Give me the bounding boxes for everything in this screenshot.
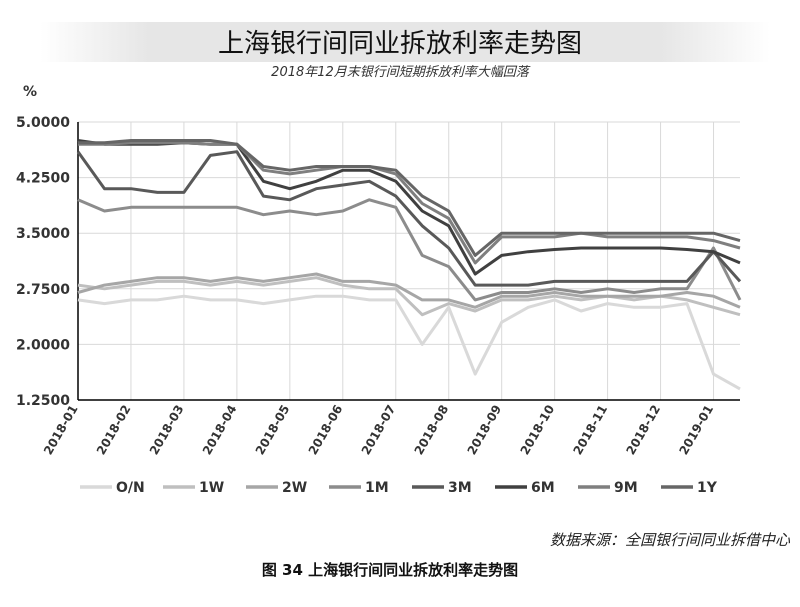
- legend-label: 1M: [365, 480, 389, 496]
- x-tick-label: 2018-03: [147, 403, 187, 458]
- x-tick-label: 2018-05: [253, 403, 293, 458]
- y-tick-label: 3.5000: [16, 226, 70, 242]
- legend-label: 1W: [199, 480, 224, 496]
- series-line: [77, 198, 742, 302]
- legend-label: 6M: [531, 480, 555, 496]
- figure-caption: 图 34 上海银行间同业拆放利率走势图: [262, 561, 518, 579]
- chart-subtitle: 2018年12月末银行间短期拆放利率大幅回落: [271, 64, 531, 80]
- title-band: [40, 22, 770, 62]
- legend-label: 2W: [282, 480, 307, 496]
- y-tick-label: 2.7500: [16, 282, 70, 298]
- series-line: [77, 276, 741, 317]
- series-line: [76, 150, 742, 287]
- x-tick-label: 2019-01: [676, 403, 716, 458]
- series-line: [78, 139, 741, 257]
- y-tick-label: 4.2500: [16, 171, 70, 187]
- x-tick-label: 2018-04: [200, 403, 240, 458]
- source-note: 数据来源：全国银行间同业拆借中心: [550, 531, 791, 549]
- x-tick-label: 2018-07: [359, 403, 399, 458]
- series-line: [78, 141, 741, 265]
- legend-label: 1Y: [697, 480, 718, 496]
- x-tick-label: 2018-11: [571, 403, 611, 458]
- y-axis-label: %: [23, 84, 37, 100]
- y-tick-label: 2.0000: [16, 337, 70, 353]
- x-tick-label: 2018-06: [306, 403, 346, 458]
- series-line: [77, 294, 741, 391]
- x-tick-label: 2018-12: [623, 403, 663, 458]
- chart-title: 上海银行间同业拆放利率走势图: [218, 29, 582, 59]
- x-tick-label: 2018-01: [41, 403, 81, 458]
- legend-label: 3M: [448, 480, 472, 496]
- series-line: [77, 272, 741, 309]
- x-tick-label: 2018-09: [465, 403, 505, 458]
- y-tick-label: 5.0000: [16, 115, 70, 131]
- legend-label: O/N: [116, 480, 145, 496]
- legend-label: 9M: [614, 480, 638, 496]
- x-tick-label: 2018-02: [94, 403, 134, 458]
- x-tick-label: 2018-10: [518, 403, 558, 458]
- x-tick-label: 2018-08: [412, 403, 452, 458]
- y-tick-label: 1.2500: [16, 393, 70, 409]
